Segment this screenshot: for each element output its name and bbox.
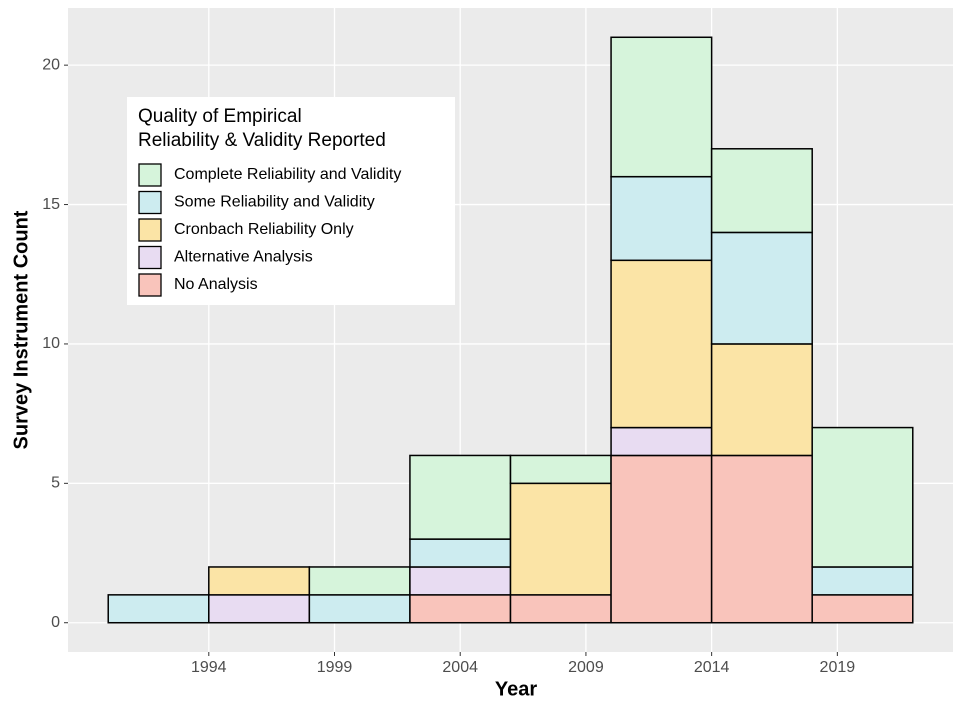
bar-segment (107, 594, 210, 624)
legend-key (138, 190, 162, 215)
x-tick-label: 2019 (820, 659, 856, 676)
legend-key (138, 245, 162, 270)
y-tick-label: 0 (51, 614, 60, 631)
x-tick-label: 2014 (694, 659, 730, 676)
bar-segment (409, 594, 512, 624)
bar-segment (811, 426, 914, 568)
bar-segment (710, 454, 813, 624)
bar-segment (610, 175, 713, 262)
bar-segment (208, 566, 311, 596)
bar-segment (610, 426, 713, 457)
bar-segment (710, 231, 813, 345)
legend-label: No Analysis (174, 276, 258, 293)
legend-label: Alternative Analysis (174, 249, 313, 266)
legend: Quality of Empirical Reliability & Validi… (127, 97, 455, 305)
legend-box (127, 97, 455, 305)
y-tick-label: 15 (42, 196, 60, 213)
bar-segment (710, 343, 813, 457)
bar-segment (308, 594, 411, 624)
bar-segment (610, 36, 713, 178)
bar-segment (509, 594, 612, 624)
bar-segment (811, 566, 914, 596)
bar-segment (308, 566, 411, 596)
bar-segment (208, 594, 311, 624)
legend-label: Complete Reliability and Validity (174, 166, 401, 183)
y-tick-label: 10 (42, 335, 60, 352)
bar-segment (509, 482, 612, 596)
bar-segment (811, 594, 914, 624)
x-axis-title: Year (495, 678, 537, 700)
bar-segment (509, 454, 612, 485)
bar-segment (710, 148, 813, 234)
x-tick-label: 2004 (442, 659, 478, 676)
legend-title: Reliability & Validity Reported (138, 130, 386, 151)
y-tick-label: 20 (42, 56, 60, 73)
bar-segment (409, 566, 512, 596)
bars (107, 36, 914, 624)
legend-label: Cronbach Reliability Only (174, 221, 354, 238)
y-axis-title: Survey Instrument Count (10, 210, 32, 449)
bar-segment (409, 538, 512, 568)
legend-key (138, 273, 162, 297)
x-tick-label: 1994 (191, 659, 227, 676)
bar-segment (610, 259, 713, 429)
legend-key (138, 218, 162, 242)
legend-title: Quality of Empirical (138, 106, 302, 127)
bar-segment (409, 454, 512, 540)
x-tick-label: 2009 (568, 659, 604, 676)
x-tick-label: 1999 (317, 659, 353, 676)
legend-label: Some Reliability and Validity (174, 194, 375, 211)
bar-segment (610, 454, 713, 624)
legend-key (138, 163, 162, 187)
y-tick-label: 5 (51, 475, 60, 492)
